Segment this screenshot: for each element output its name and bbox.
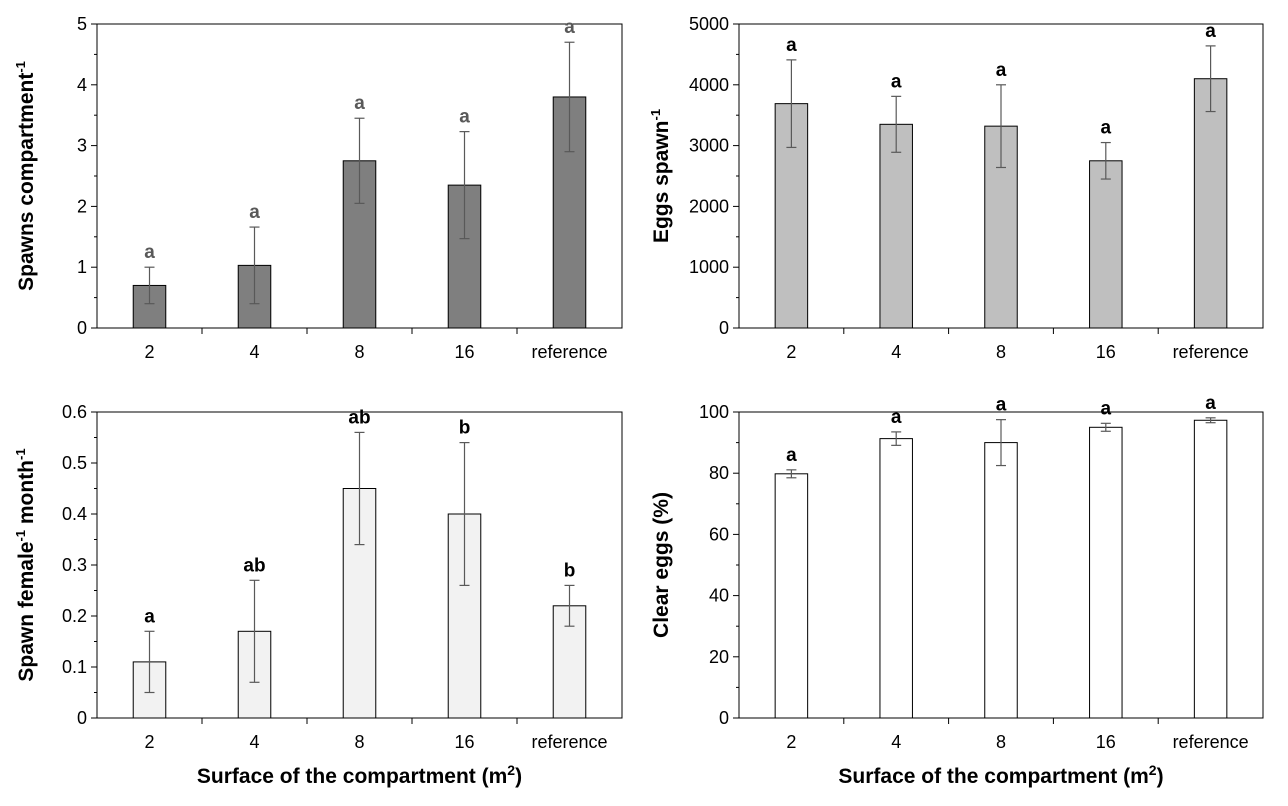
- y-tick-label: 0.6: [62, 402, 87, 422]
- significance-label: a: [1101, 118, 1112, 139]
- significance-label: a: [459, 107, 470, 128]
- y-tick-label: 0.1: [62, 657, 87, 677]
- x-tick-label: 2: [786, 732, 796, 752]
- bar: [984, 442, 1018, 719]
- y-tick-label: 0: [77, 708, 87, 728]
- significance-label: a: [891, 407, 902, 428]
- x-tick-label: reference: [1173, 732, 1249, 752]
- y-tick-label: 0: [719, 318, 729, 338]
- y-axis-label: Spawns compartment-1: [13, 61, 38, 291]
- y-tick-label: 3000: [689, 136, 729, 156]
- significance-label: a: [891, 71, 902, 92]
- x-tick-label: reference: [1173, 342, 1249, 362]
- significance-label: a: [786, 445, 797, 466]
- x-tick-label: 16: [454, 732, 474, 752]
- x-tick-label: 4: [249, 732, 259, 752]
- y-tick-label: 60: [709, 524, 729, 544]
- significance-label: a: [144, 242, 155, 263]
- chart-panel-2: 0 1000 2000 3000 4000 5000 a 2 a 4 a 8 a 16 a reference…: [648, 14, 1264, 362]
- significance-label: a: [1101, 398, 1112, 419]
- bar: [774, 103, 809, 329]
- x-tick-label: 4: [249, 342, 259, 362]
- bar: [1089, 160, 1123, 329]
- significance-label: b: [459, 418, 471, 439]
- y-tick-label: 0.5: [62, 453, 87, 473]
- significance-label: ab: [348, 407, 370, 428]
- x-tick-label: 2: [786, 342, 796, 362]
- x-tick-label: 16: [454, 342, 474, 362]
- bar: [879, 438, 913, 719]
- x-tick-label: reference: [531, 342, 607, 362]
- y-tick-label: 0.4: [62, 504, 87, 524]
- significance-label: a: [354, 93, 365, 114]
- y-tick-label: 0: [77, 318, 87, 338]
- bar: [1193, 419, 1228, 719]
- y-tick-label: 1000: [689, 257, 729, 277]
- y-tick-label: 100: [699, 402, 729, 422]
- y-tick-label: 80: [709, 463, 729, 483]
- y-axis-label: Clear eggs (%): [650, 492, 673, 638]
- y-tick-label: 40: [709, 586, 729, 606]
- y-tick-label: 2000: [689, 196, 729, 216]
- significance-label: ab: [243, 555, 265, 576]
- y-tick-label: 4000: [689, 75, 729, 95]
- y-tick-label: 20: [709, 647, 729, 667]
- significance-label: a: [144, 606, 155, 627]
- significance-label: a: [996, 60, 1007, 81]
- x-axis-label: Surface of the compartment (m2): [838, 762, 1163, 788]
- x-tick-label: 8: [354, 342, 364, 362]
- x-tick-label: 16: [1096, 732, 1116, 752]
- bar: [1193, 78, 1228, 329]
- y-tick-label: 4: [77, 75, 87, 95]
- x-tick-label: 8: [354, 732, 364, 752]
- x-tick-label: 4: [891, 732, 901, 752]
- y-axis-label: Eggs spawn-1: [648, 109, 673, 243]
- x-tick-label: 2: [144, 732, 154, 752]
- y-tick-label: 3: [77, 136, 87, 156]
- y-tick-label: 0.3: [62, 555, 87, 575]
- significance-label: a: [564, 17, 575, 38]
- significance-label: a: [249, 202, 260, 223]
- bar: [1089, 426, 1123, 719]
- significance-label: a: [1205, 21, 1216, 42]
- y-tick-label: 5: [77, 14, 87, 34]
- significance-label: b: [564, 560, 576, 581]
- x-tick-label: 16: [1096, 342, 1116, 362]
- significance-label: a: [786, 35, 797, 56]
- x-tick-label: 8: [996, 342, 1006, 362]
- chart-panel-1: 0 1 2 3 4 5 a 2 a 4 a 8 a 16 a reference Spawns compartm…: [13, 14, 623, 362]
- y-axis-label: Spawn female-1 month-1: [13, 448, 38, 681]
- x-tick-label: 4: [891, 342, 901, 362]
- significance-label: a: [1205, 393, 1216, 414]
- y-tick-label: 1: [77, 257, 87, 277]
- x-tick-label: 2: [144, 342, 154, 362]
- chart-panel-4: 0 20 40 60 80 100 a 2 a 4 a 8 a 16 a reference Clear egg…: [650, 393, 1264, 788]
- y-tick-label: 0.2: [62, 606, 87, 626]
- bar: [774, 473, 809, 719]
- x-tick-label: reference: [531, 732, 607, 752]
- bar: [879, 123, 913, 329]
- chart-panel-3: 0 0.1 0.2 0.3 0.4 0.5 0.6 a 2 ab 4 ab 8 b 16 b reference…: [13, 402, 623, 788]
- y-tick-label: 5000: [689, 14, 729, 34]
- x-tick-label: 8: [996, 732, 1006, 752]
- significance-label: a: [996, 395, 1007, 416]
- y-tick-label: 2: [77, 196, 87, 216]
- x-axis-label: Surface of the compartment (m2): [197, 762, 522, 788]
- y-tick-label: 0: [719, 708, 729, 728]
